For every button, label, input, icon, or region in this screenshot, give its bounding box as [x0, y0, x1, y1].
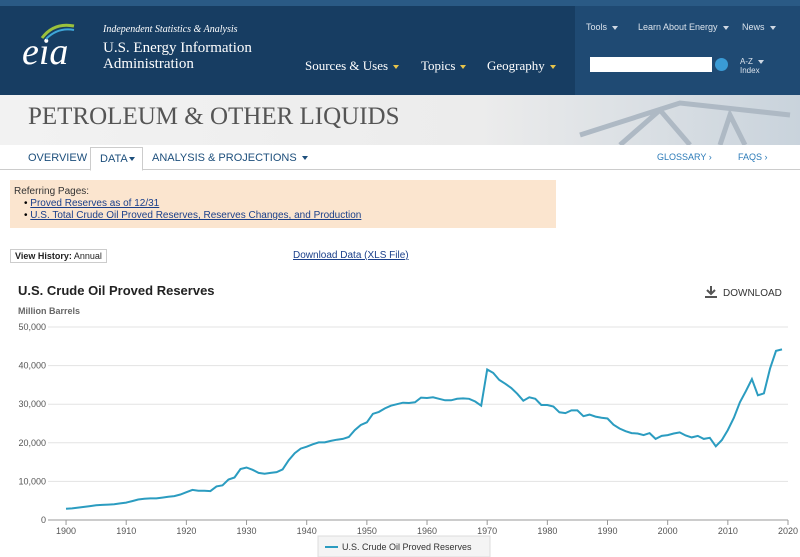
y-tick-label: 20,000 [18, 438, 46, 448]
x-tick-label: 1910 [116, 526, 136, 536]
referring-item: • Proved Reserves as of 12/31 [24, 198, 160, 209]
referring-heading: Referring Pages: [14, 186, 90, 197]
agency-name: U.S. Energy Information [103, 40, 252, 56]
referring-pages: Referring Pages: • Proved Reserves as of… [10, 180, 556, 228]
tab-bar: OVERVIEW DATA ANALYSIS & PROJECTIONS GLO… [0, 145, 800, 171]
x-tick-label: 2010 [718, 526, 738, 536]
banner-title: PETROLEUM & OTHER LIQUIDS [28, 103, 400, 130]
y-axis-label: Million Barrels [18, 306, 81, 316]
nav-link[interactable]: Geography [487, 58, 556, 74]
y-tick-label: 0 [41, 515, 46, 525]
az-link[interactable]: A-Z Index [740, 57, 764, 75]
top-text: News [742, 22, 765, 32]
x-tick-label: 1940 [297, 526, 317, 536]
referring-link[interactable]: U.S. Total Crude Oil Proved Reserves, Re… [30, 210, 362, 221]
tab[interactable]: OVERVIEW [28, 152, 88, 164]
tab-text: ANALYSIS & PROJECTIONS [152, 152, 297, 164]
x-tick-label: 1900 [56, 526, 76, 536]
header: eia Independent Statistics & Analysis U.… [0, 0, 800, 95]
logo-swoosh [40, 23, 75, 40]
download-icon [705, 286, 717, 298]
y-tick-label: 10,000 [18, 476, 46, 486]
x-tick-label: 1980 [537, 526, 557, 536]
view-history-value: Annual [73, 251, 102, 261]
x-tick-label: 2020 [778, 526, 798, 536]
utility-area [575, 6, 800, 95]
tagline: Independent Statistics & Analysis [103, 24, 238, 35]
x-tick-label: 1990 [597, 526, 617, 536]
logo[interactable]: eia [22, 31, 69, 73]
y-tick-label: 50,000 [18, 322, 46, 332]
search-input[interactable] [590, 57, 712, 72]
top-link[interactable]: Learn About Energy [638, 22, 729, 32]
agency-name: Administration [103, 56, 194, 72]
search-button[interactable] [715, 58, 728, 71]
download-button[interactable]: DOWNLOAD [705, 286, 782, 299]
x-tick-label: 2000 [658, 526, 678, 536]
view-history-label: View History: [15, 251, 72, 261]
referring-link[interactable]: Proved Reserves as of 12/31 [30, 198, 160, 209]
faqs-link[interactable]: FAQS › [738, 152, 768, 162]
nav-text: Sources & Uses [305, 58, 389, 73]
referring-item: • U.S. Total Crude Oil Proved Reserves, … [24, 210, 362, 221]
tab[interactable]: ANALYSIS & PROJECTIONS [152, 152, 308, 164]
download-data-link[interactable]: Download Data (XLS File) [293, 250, 409, 261]
banner: PETROLEUM & OTHER LIQUIDS [0, 95, 800, 145]
data-line [65, 348, 783, 510]
caret [129, 157, 135, 161]
nav-link[interactable]: Sources & Uses [305, 58, 400, 74]
nav-link[interactable]: Topics [421, 58, 467, 74]
view-history[interactable]: View History: Annual [10, 249, 107, 263]
x-tick-label: 1920 [176, 526, 196, 536]
az-text: A-Z [740, 57, 753, 66]
top-strip [0, 0, 800, 6]
y-tick-label: 40,000 [18, 361, 46, 371]
y-tick-label: 30,000 [18, 399, 46, 409]
banner-graphic [579, 100, 791, 145]
x-tick-label: 1930 [237, 526, 257, 536]
top-link[interactable]: Tools [586, 22, 619, 32]
nav-text: Geography [487, 58, 545, 73]
chart-title: U.S. Crude Oil Proved Reserves [18, 283, 215, 298]
glossary-link[interactable]: GLOSSARY › [657, 152, 712, 162]
chart: 0 10,000 20,000 30,000 40,000 50,000 1900 1910 1… [18, 322, 798, 557]
active-tab[interactable]: DATA [90, 147, 143, 171]
download-text: DOWNLOAD [723, 288, 782, 299]
nav-text: Topics [421, 58, 456, 73]
top-text: Learn About Energy [638, 22, 718, 32]
top-link[interactable]: News [742, 22, 776, 32]
legend-label: U.S. Crude Oil Proved Reserves [342, 542, 472, 552]
x-tick-label: 1960 [417, 526, 437, 536]
x-tick-label: 1950 [357, 526, 377, 536]
legend-box [317, 535, 491, 557]
az-index: Index [740, 66, 760, 75]
x-tick-label: 1970 [477, 526, 497, 536]
tab-text: DATA [100, 153, 128, 165]
top-text: Tools [586, 22, 608, 32]
